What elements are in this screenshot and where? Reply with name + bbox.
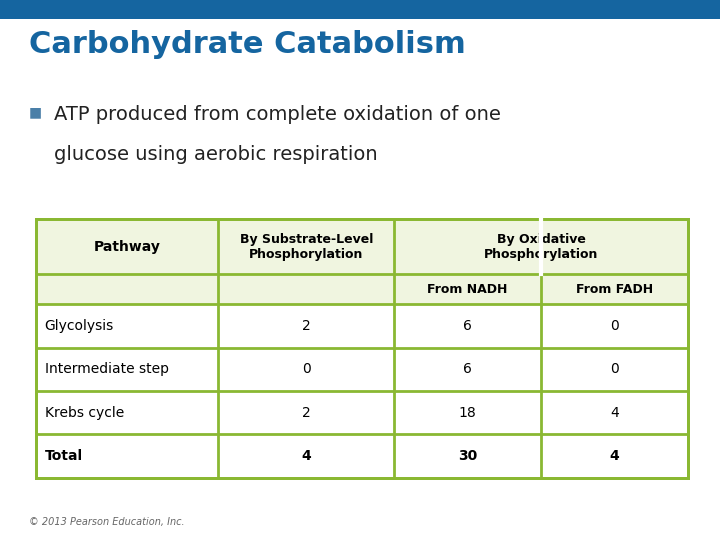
Text: Pathway: Pathway [94,240,161,254]
Text: Total: Total [45,449,83,463]
Text: Intermediate step: Intermediate step [45,362,168,376]
Text: 4: 4 [610,406,618,420]
Text: 6: 6 [463,362,472,376]
Text: By Oxidative
Phosphorylation: By Oxidative Phosphorylation [484,233,598,261]
Text: glucose using aerobic respiration: glucose using aerobic respiration [54,145,377,164]
Text: 2: 2 [302,319,311,333]
Text: 4: 4 [302,449,311,463]
Text: By Substrate-Level
Phosphorylation: By Substrate-Level Phosphorylation [240,233,373,261]
Text: 18: 18 [459,406,477,420]
Text: From FADH: From FADH [576,283,653,296]
Text: ■: ■ [29,105,42,119]
Text: Krebs cycle: Krebs cycle [45,406,124,420]
Text: 4: 4 [609,449,619,463]
Text: © 2013 Pearson Education, Inc.: © 2013 Pearson Education, Inc. [29,516,184,526]
Text: 0: 0 [610,319,618,333]
Text: Carbohydrate Catabolism: Carbohydrate Catabolism [29,30,466,59]
Text: 0: 0 [302,362,311,376]
Text: ATP produced from complete oxidation of one: ATP produced from complete oxidation of … [54,105,501,124]
Text: Glycolysis: Glycolysis [45,319,114,333]
Text: 30: 30 [458,449,477,463]
Text: 0: 0 [610,362,618,376]
Text: 2: 2 [302,406,311,420]
Text: From NADH: From NADH [428,283,508,296]
Text: 6: 6 [463,319,472,333]
